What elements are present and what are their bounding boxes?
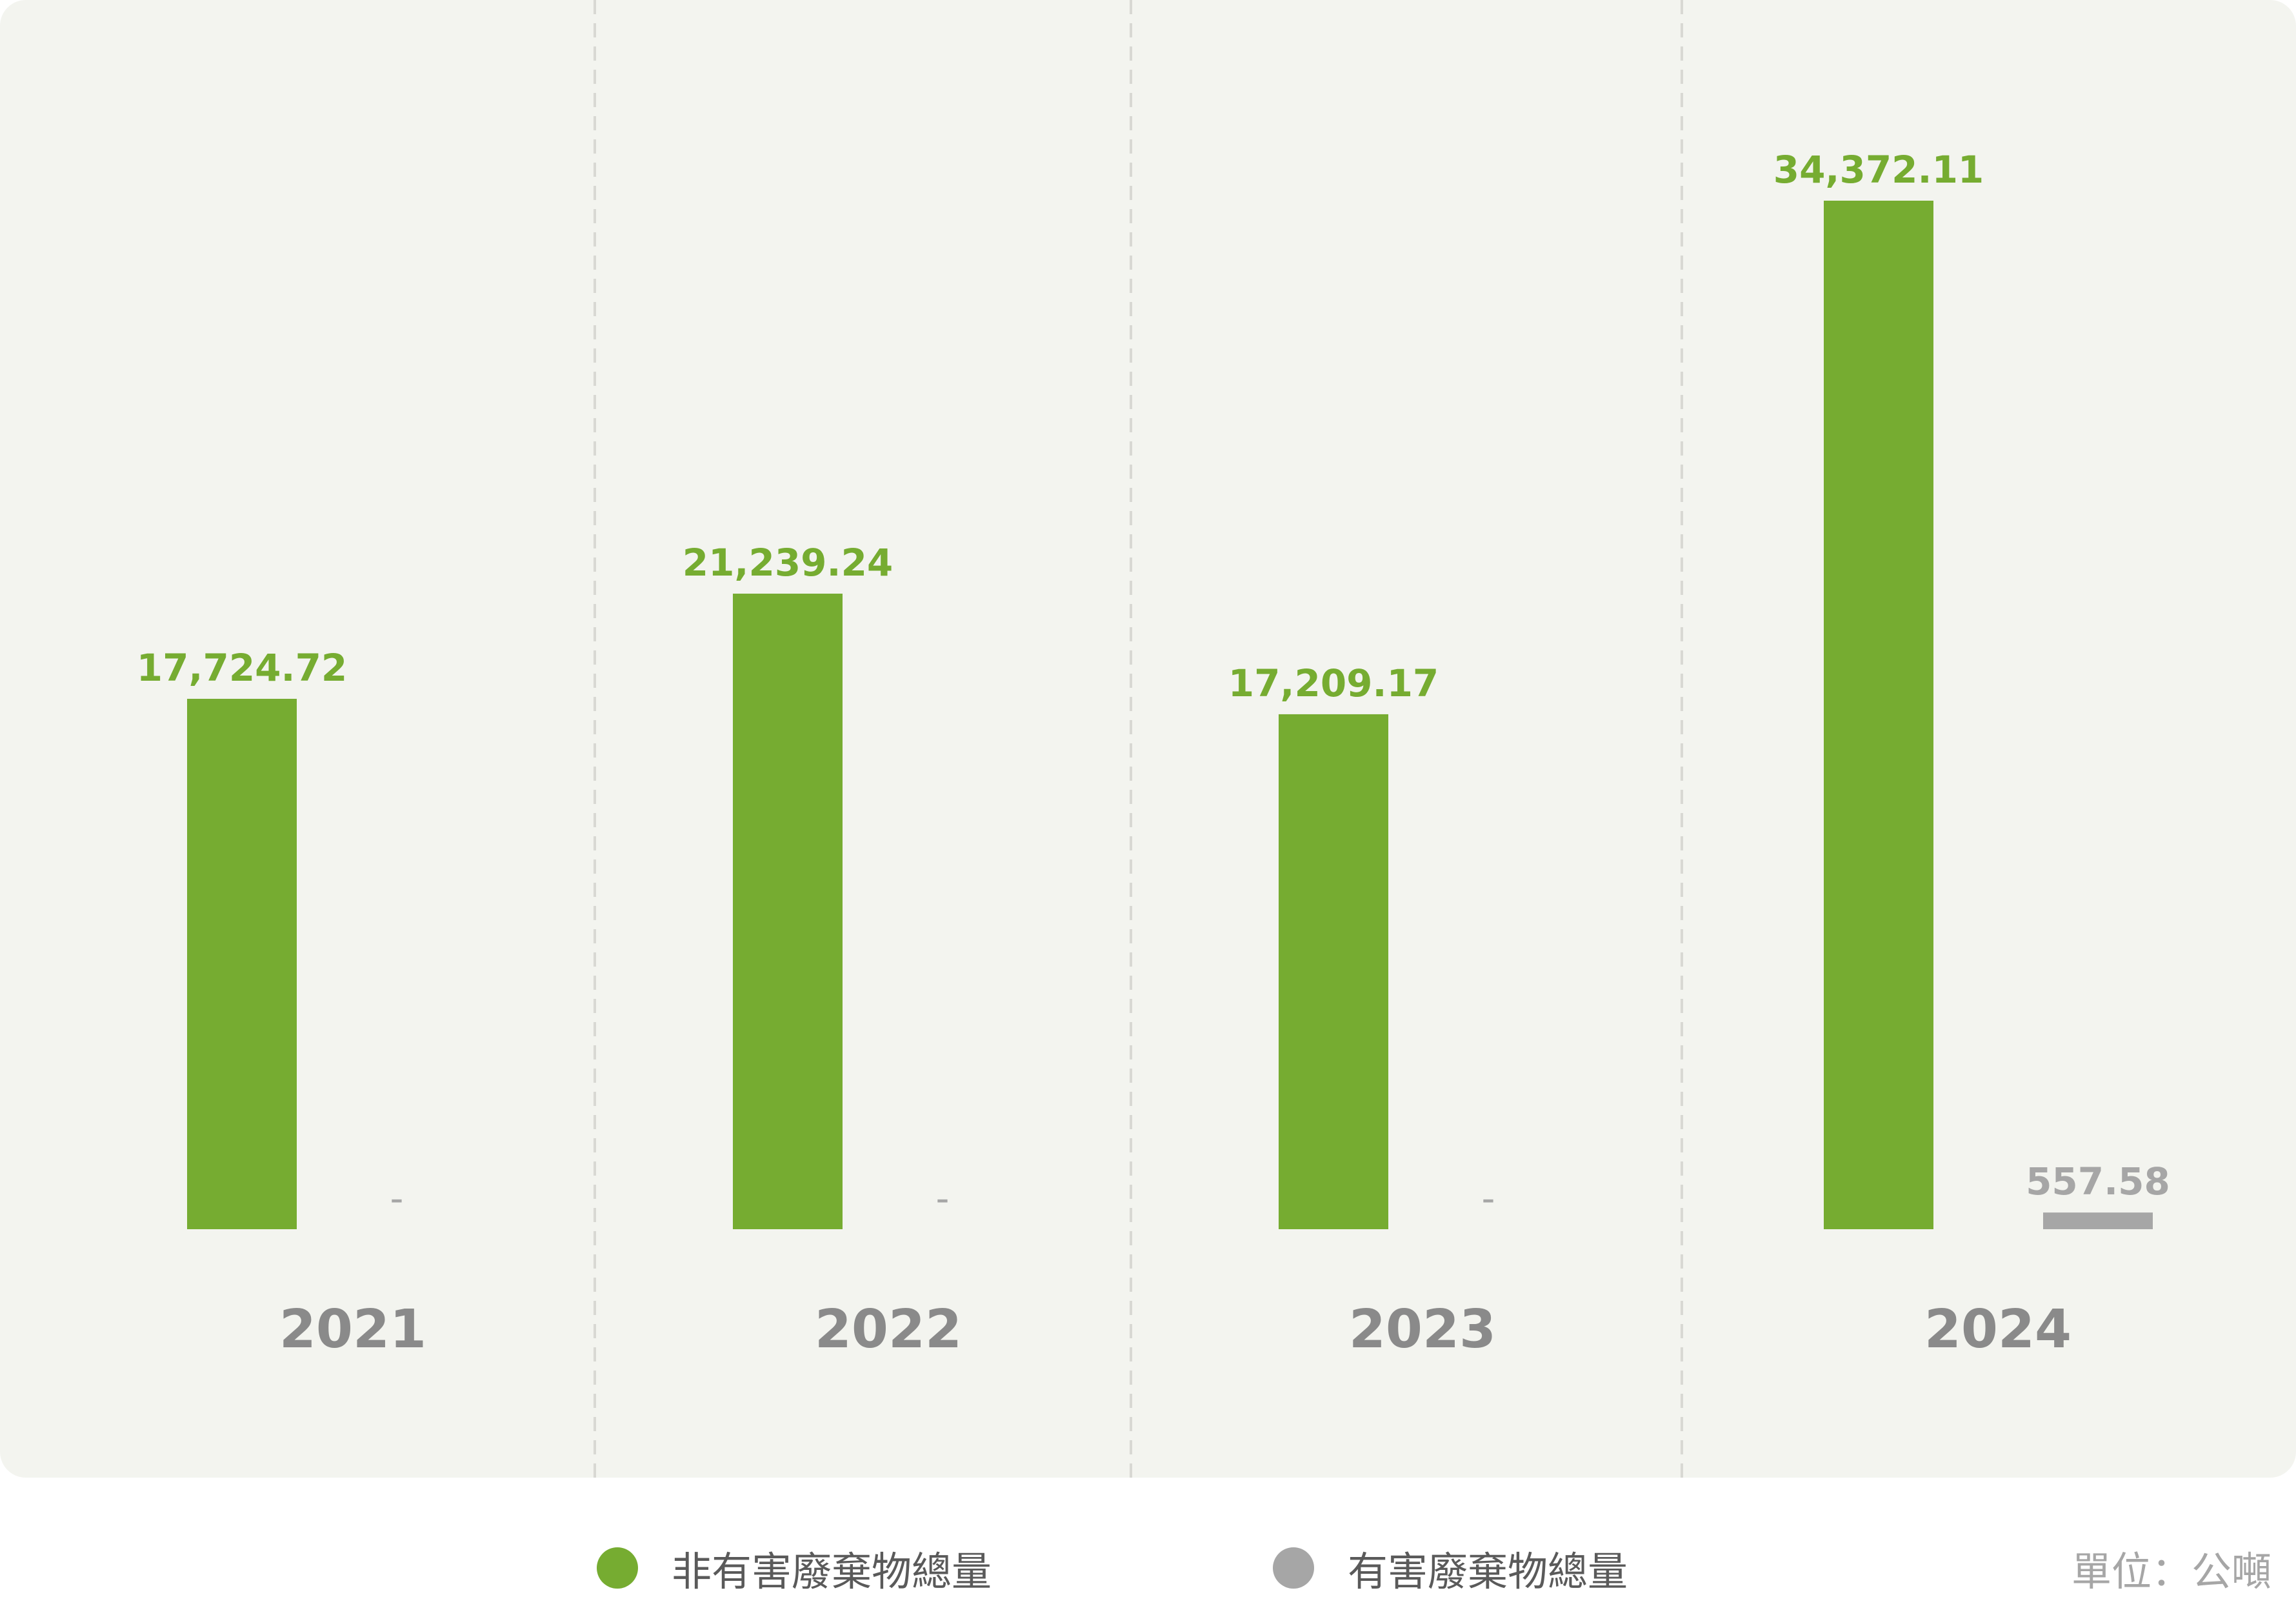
value-label-hazardous-2021: - (390, 1176, 404, 1220)
category-label-2021: 2021 (279, 1299, 426, 1360)
legend: 非有害廢棄物總量 有害廢棄物總量 單位：公噸 (0, 1536, 2296, 1600)
value-label-group: 17,724.72 21,239.24 17,209.17 34,372.11 - - - 5… (137, 148, 2170, 1220)
legend-label-hazardous: 有害廢棄物總量 (1348, 1548, 1628, 1595)
bar-non-hazardous-2021 (187, 699, 297, 1229)
category-label-group: 2021 2022 2023 2024 (279, 1299, 2071, 1360)
value-label-hazardous-2022: - (936, 1176, 950, 1220)
bar-non-hazardous-2023 (1279, 714, 1388, 1229)
bar-non-hazardous-2024 (1824, 201, 1933, 1229)
value-label-hazardous-2024: 557.58 (2026, 1160, 2170, 1203)
legend-item-hazardous: 有害廢棄物總量 (1273, 1536, 1628, 1600)
category-label-2023: 2023 (1349, 1299, 1496, 1360)
bar-group (187, 201, 2153, 1229)
value-label-non-hazardous-2023: 17,209.17 (1228, 661, 1439, 705)
chart-canvas: 17,724.72 21,239.24 17,209.17 34,372.11 - - - 5… (0, 0, 2296, 1478)
chart-panel (0, 0, 2296, 1478)
unit-label: 單位：公噸 (2071, 1548, 2271, 1595)
legend-item-non-hazardous: 非有害廢棄物總量 (597, 1536, 992, 1600)
legend-swatch-hazardous-icon (1273, 1547, 1314, 1589)
legend-swatch-non-hazardous-icon (597, 1547, 638, 1589)
value-label-non-hazardous-2024: 34,372.11 (1773, 148, 1984, 192)
value-label-non-hazardous-2022: 21,239.24 (683, 541, 893, 585)
category-label-2024: 2024 (1924, 1299, 2071, 1360)
bar-hazardous-2024 (2043, 1212, 2153, 1229)
category-label-2022: 2022 (815, 1299, 962, 1360)
value-label-hazardous-2023: - (1482, 1176, 1495, 1220)
value-label-non-hazardous-2021: 17,724.72 (137, 646, 348, 690)
bar-non-hazardous-2022 (733, 594, 843, 1229)
legend-label-non-hazardous: 非有害廢棄物總量 (672, 1548, 992, 1595)
category-dividers (594, 0, 1683, 1478)
